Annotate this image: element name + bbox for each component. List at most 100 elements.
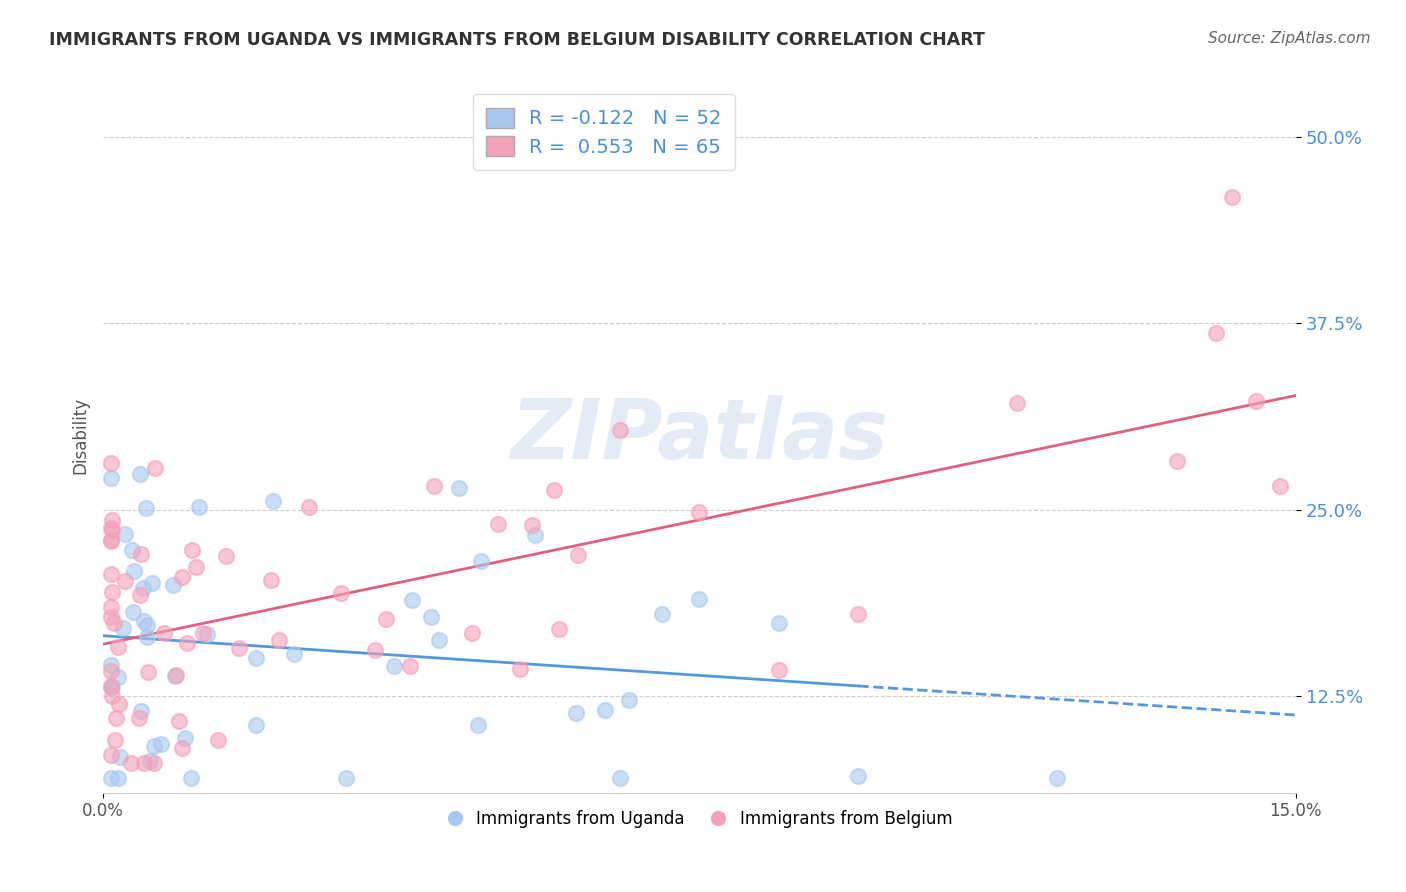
Legend: Immigrants from Uganda, Immigrants from Belgium: Immigrants from Uganda, Immigrants from … (440, 803, 959, 834)
Point (121, 605, 143, 619)
Point (195, 627, 218, 641)
Point (101, 585, 124, 599)
Point (100, 513, 122, 527)
Point (101, 690, 124, 704)
Point (100, 567, 122, 582)
Point (848, 607, 870, 621)
Text: ZIPatlas: ZIPatlas (510, 394, 889, 475)
Point (162, 578, 184, 592)
Point (1220, 189, 1243, 203)
Point (104, 711, 127, 725)
Point (298, 500, 321, 514)
Point (768, 663, 790, 677)
Point (688, 592, 710, 607)
Point (100, 657, 122, 672)
Point (107, 670, 129, 684)
Point (595, 703, 617, 717)
Point (486, 516, 509, 531)
Point (100, 521, 122, 535)
Point (107, 640, 129, 655)
Text: Source: ZipAtlas.com: Source: ZipAtlas.com (1208, 31, 1371, 46)
Point (567, 548, 589, 562)
Point (848, 768, 870, 782)
Point (139, 754, 162, 768)
Point (191, 626, 214, 640)
Point (184, 560, 207, 574)
Point (150, 738, 173, 752)
Point (543, 483, 565, 497)
Text: IMMIGRANTS FROM UGANDA VS IMMIGRANTS FROM BELGIUM DISABILITY CORRELATION CHART: IMMIGRANTS FROM UGANDA VS IMMIGRANTS FRO… (49, 31, 986, 49)
Point (129, 588, 152, 602)
Point (121, 543, 143, 558)
Point (419, 609, 441, 624)
Point (329, 586, 352, 600)
Point (565, 706, 588, 720)
Point (427, 632, 450, 647)
Point (1166, 454, 1188, 468)
Point (1046, 771, 1069, 785)
Point (143, 756, 166, 770)
Point (617, 692, 640, 706)
Point (152, 625, 174, 640)
Point (120, 756, 142, 770)
Point (524, 527, 547, 541)
Point (103, 616, 125, 631)
Point (460, 625, 482, 640)
Point (228, 640, 250, 655)
Point (335, 771, 357, 785)
Point (100, 599, 122, 614)
Point (170, 740, 193, 755)
Point (174, 731, 197, 745)
Point (401, 593, 423, 607)
Point (128, 710, 150, 724)
Point (181, 543, 204, 558)
Point (259, 574, 281, 588)
Point (245, 718, 267, 732)
Point (180, 771, 202, 785)
Point (165, 668, 187, 682)
Point (100, 771, 122, 785)
Point (136, 617, 159, 632)
Point (134, 614, 156, 628)
Point (136, 630, 159, 644)
Point (651, 607, 673, 622)
Point (215, 549, 238, 564)
Point (1007, 396, 1029, 410)
Point (1268, 479, 1291, 493)
Point (100, 664, 122, 678)
Point (107, 771, 129, 785)
Point (262, 494, 284, 508)
Point (609, 771, 631, 785)
Point (100, 679, 122, 693)
Point (101, 681, 124, 695)
Point (449, 481, 471, 495)
Point (364, 643, 387, 657)
Point (375, 611, 398, 625)
Point (108, 698, 131, 712)
Y-axis label: Disability: Disability (72, 396, 89, 474)
Point (422, 479, 444, 493)
Point (467, 718, 489, 732)
Point (245, 650, 267, 665)
Point (165, 668, 187, 682)
Point (167, 714, 190, 729)
Point (269, 633, 291, 648)
Point (100, 533, 122, 547)
Point (283, 648, 305, 662)
Point (176, 636, 198, 650)
Point (101, 523, 124, 537)
Point (382, 658, 405, 673)
Point (100, 456, 122, 470)
Point (100, 471, 122, 485)
Point (470, 554, 492, 568)
Point (131, 704, 153, 718)
Point (129, 547, 152, 561)
Point (143, 461, 166, 475)
Point (207, 732, 229, 747)
Point (142, 739, 165, 754)
Point (170, 570, 193, 584)
Point (141, 576, 163, 591)
Point (522, 518, 544, 533)
Point (509, 662, 531, 676)
Point (136, 665, 159, 680)
